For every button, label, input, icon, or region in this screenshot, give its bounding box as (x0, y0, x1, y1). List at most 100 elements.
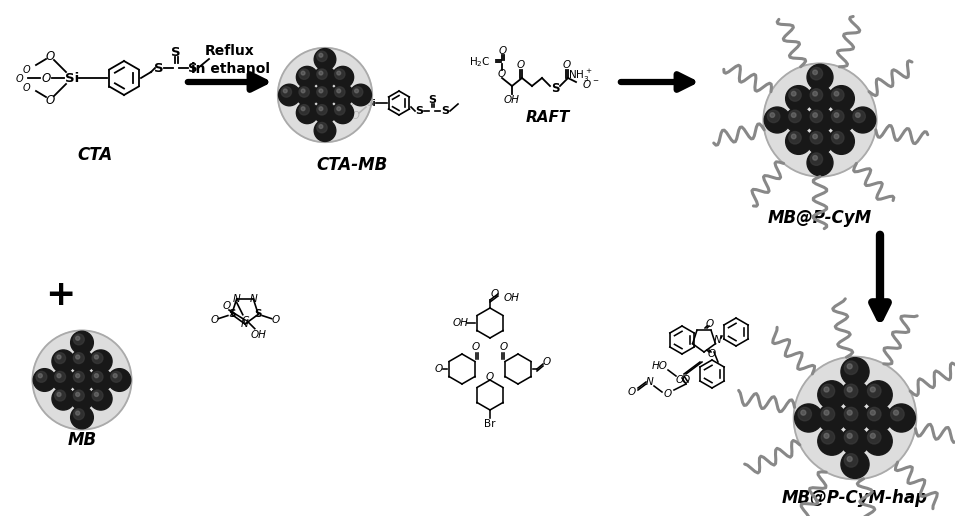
Circle shape (824, 433, 829, 439)
Circle shape (337, 89, 341, 93)
Text: N: N (647, 377, 654, 387)
Circle shape (844, 384, 858, 398)
Text: MB@P-CyM-hap: MB@P-CyM-hap (782, 489, 928, 507)
Circle shape (887, 404, 916, 432)
Circle shape (75, 355, 79, 359)
Circle shape (301, 71, 305, 75)
Text: O: O (41, 72, 51, 85)
Text: O: O (676, 375, 684, 385)
Text: O: O (271, 315, 280, 325)
Circle shape (792, 91, 796, 96)
Text: N: N (241, 319, 249, 329)
Text: +: + (45, 278, 75, 312)
Circle shape (834, 134, 838, 139)
Circle shape (108, 368, 131, 391)
Circle shape (810, 153, 822, 165)
Circle shape (352, 87, 363, 97)
Circle shape (847, 433, 852, 439)
Circle shape (74, 390, 84, 401)
Circle shape (834, 112, 838, 118)
Circle shape (75, 374, 79, 378)
Circle shape (314, 102, 336, 124)
Text: S: S (154, 61, 164, 74)
Circle shape (770, 112, 775, 118)
Text: OH: OH (504, 95, 520, 105)
Circle shape (317, 122, 328, 133)
Circle shape (74, 352, 84, 364)
Circle shape (828, 128, 855, 154)
Text: HO: HO (652, 361, 668, 371)
Circle shape (813, 155, 817, 160)
Circle shape (870, 433, 876, 439)
Text: O: O (628, 387, 636, 397)
Text: O: O (352, 111, 360, 121)
Circle shape (296, 102, 318, 124)
Circle shape (71, 331, 94, 354)
Circle shape (870, 387, 876, 392)
Text: S: S (171, 45, 180, 58)
Circle shape (74, 334, 84, 345)
Circle shape (90, 368, 112, 391)
Text: O: O (472, 342, 480, 352)
Circle shape (810, 68, 822, 80)
Circle shape (113, 374, 117, 378)
Circle shape (821, 407, 835, 421)
Circle shape (844, 361, 858, 375)
Circle shape (847, 364, 852, 369)
Circle shape (807, 64, 833, 90)
Circle shape (813, 91, 817, 96)
Circle shape (807, 150, 833, 176)
Circle shape (810, 132, 822, 144)
Circle shape (798, 407, 812, 421)
Circle shape (813, 112, 817, 118)
Text: OH: OH (453, 318, 469, 328)
Circle shape (841, 450, 869, 478)
Circle shape (350, 84, 371, 106)
Circle shape (824, 387, 829, 392)
Circle shape (281, 87, 291, 97)
Circle shape (786, 107, 812, 133)
Text: S: S (415, 106, 423, 116)
Circle shape (841, 358, 869, 385)
Circle shape (870, 410, 876, 415)
Circle shape (284, 89, 287, 93)
Text: S: S (228, 309, 236, 319)
Circle shape (867, 384, 881, 398)
Circle shape (864, 381, 892, 409)
Text: $\mathit{O}$: $\mathit{O}$ (22, 81, 32, 93)
Text: MB: MB (68, 431, 96, 449)
Circle shape (92, 372, 103, 382)
Text: RAFT: RAFT (526, 110, 570, 125)
Text: O: O (682, 375, 690, 385)
Circle shape (314, 120, 336, 141)
Text: $\mathrm{H_2C}$: $\mathrm{H_2C}$ (469, 55, 491, 69)
Text: O: O (223, 301, 231, 311)
Circle shape (841, 404, 869, 432)
Circle shape (319, 53, 323, 57)
Text: O: O (706, 319, 714, 329)
Circle shape (795, 404, 822, 432)
Circle shape (807, 107, 833, 133)
Circle shape (853, 110, 865, 123)
Circle shape (319, 107, 323, 110)
Circle shape (71, 368, 94, 391)
Text: N: N (714, 335, 722, 345)
Circle shape (95, 355, 98, 359)
Circle shape (832, 132, 844, 144)
Circle shape (71, 350, 94, 373)
Circle shape (317, 87, 328, 97)
Text: O: O (517, 60, 525, 70)
Circle shape (95, 392, 98, 396)
Circle shape (847, 387, 852, 392)
Circle shape (57, 392, 61, 396)
Circle shape (891, 407, 904, 421)
Circle shape (817, 404, 846, 432)
Text: S: S (551, 83, 560, 95)
Circle shape (810, 110, 822, 123)
Circle shape (54, 352, 66, 364)
Circle shape (319, 89, 323, 93)
Circle shape (299, 87, 309, 97)
Circle shape (856, 112, 860, 118)
Circle shape (801, 410, 806, 415)
Circle shape (813, 70, 817, 75)
